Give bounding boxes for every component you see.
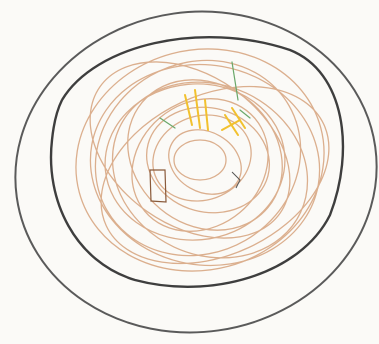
gray-mark <box>231 171 241 189</box>
green-marks <box>159 61 251 129</box>
yellow-marks <box>184 89 246 136</box>
brown-square <box>149 169 167 203</box>
inner-ring <box>49 35 345 288</box>
scribble <box>75 48 330 272</box>
